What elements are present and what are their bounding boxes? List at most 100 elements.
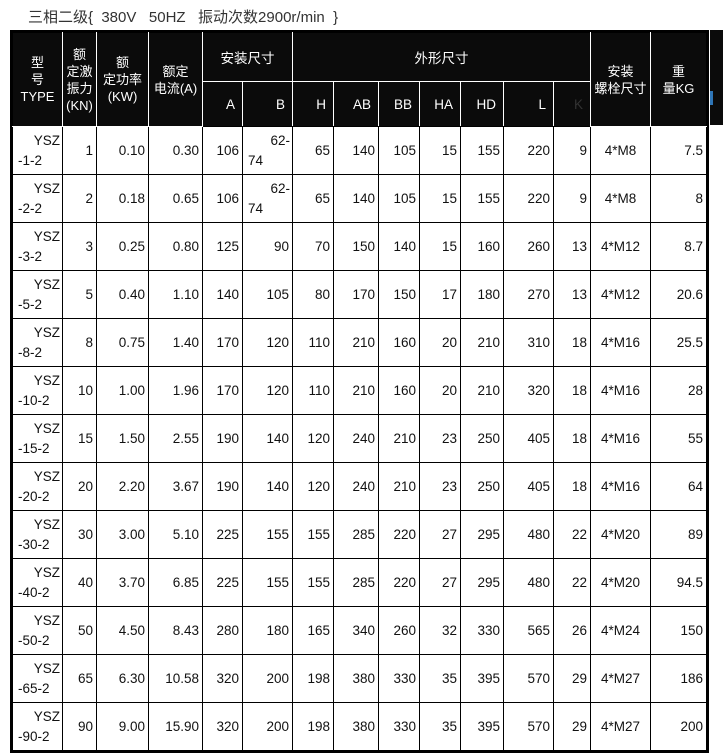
cell-a: 106 [202,174,243,223]
cell-kn: 65 [62,654,97,703]
cell-kn: 3 [62,222,97,271]
cell-hd: 295 [460,510,504,559]
cell-amp: 1.40 [148,318,203,367]
sub-header-l: L [503,81,554,127]
col-header-rated-power: 额 定功率 (KW) [96,32,149,127]
cell-bb: 330 [378,654,420,703]
cell-b: 140 [242,414,293,463]
cell-b: 140 [242,462,293,511]
spec-row: YSZ -5-2 5 0.40 1.10 140 105 80 170 150 17 180 270 13… [12,270,708,319]
cell-a: 125 [202,222,243,271]
cell-kw: 0.10 [96,126,149,175]
cell-kn: 5 [62,270,97,319]
cell-amp: 0.30 [148,126,203,175]
cell-amp: 6.85 [148,558,203,607]
cell-model: YSZ -3-2 [12,222,63,271]
cell-ab: 140 [333,174,379,223]
cell-a: 225 [202,558,243,607]
cell-ab: 150 [333,222,379,271]
cell-bolt: 4*M16 [590,318,652,367]
cell-hd: 155 [460,126,504,175]
cell-hd: 250 [460,414,504,463]
cell-model: YSZ -15-2 [12,414,63,463]
cell-kg: 20.6 [650,270,708,319]
cell-kn: 10 [62,366,97,415]
cell-amp: 8.43 [148,606,203,655]
cell-hd: 210 [460,318,504,367]
cell-hd: 295 [460,558,504,607]
cell-bb: 220 [378,510,420,559]
cell-a: 320 [202,702,243,751]
cell-kg: 8 [650,174,708,223]
cell-bb: 150 [378,270,420,319]
cell-bolt: 4*M20 [590,558,652,607]
group-header-outline-dims: 外形尺寸 [291,32,592,82]
cell-model: YSZ -90-2 [12,702,63,751]
cell-amp: 10.58 [148,654,203,703]
cell-kn: 8 [62,318,97,367]
cell-kg: 55 [650,414,708,463]
cell-kg: 8.7 [650,222,708,271]
cell-ha: 23 [419,414,461,463]
cell-bb: 140 [378,222,420,271]
cell-h: 110 [292,318,334,367]
cell-b: 90 [242,222,293,271]
cell-bb: 160 [378,318,420,367]
cell-kw: 6.30 [96,654,149,703]
cell-model: YSZ -2-2 [12,174,63,223]
cell-k: 13 [552,270,592,319]
cell-h: 110 [292,366,334,415]
cell-hd: 180 [460,270,504,319]
sub-header-ab: AB [333,81,379,127]
spec-row: YSZ -15-2 15 1.50 2.55 190 140 120 240 210 23 250 40… [12,414,708,463]
cell-model: YSZ -8-2 [12,318,63,367]
cell-model: YSZ -1-2 [12,126,63,175]
cell-model: YSZ -20-2 [12,462,63,511]
cell-b: 200 [242,654,293,703]
cell-amp: 1.10 [148,270,203,319]
cell-h: 120 [292,414,334,463]
cell-bolt: 4*M16 [590,462,652,511]
cell-kw: 1.50 [96,414,149,463]
cell-b: 180 [242,606,293,655]
cell-model: YSZ -5-2 [12,270,63,319]
cell-ha: 32 [419,606,461,655]
cell-hd: 395 [460,702,504,751]
cell-l: 220 [503,126,554,175]
cell-kg: 200 [650,702,708,751]
cell-hd: 210 [460,366,504,415]
cell-bolt: 4*M16 [590,366,652,415]
cell-h: 155 [292,558,334,607]
cell-ha: 15 [419,174,461,223]
cell-h: 65 [292,174,334,223]
cell-h: 65 [292,126,334,175]
col-header-mounting-bolt: 安装 螺栓尺寸 [590,32,652,127]
cell-hd: 395 [460,654,504,703]
cell-l: 260 [503,222,554,271]
cell-ab: 140 [333,126,379,175]
cell-k: 18 [552,414,592,463]
cell-k: 18 [552,366,592,415]
cell-b: 200 [242,702,293,751]
cell-kw: 0.40 [96,270,149,319]
sub-header-a: A [202,81,243,127]
cell-ha: 35 [419,702,461,751]
spec-row: YSZ -90-2 90 9.00 15.90 320 200 198 380 330 35 395 5… [12,702,708,751]
cell-bolt: 4*M27 [590,654,652,703]
group-header-mounting-dims: 安装尺寸 [202,32,293,82]
cell-l: 570 [503,654,554,703]
cell-kn: 40 [62,558,97,607]
cell-kw: 0.75 [96,318,149,367]
cell-kn: 2 [62,174,97,223]
cell-k: 13 [552,222,592,271]
cell-ha: 27 [419,510,461,559]
sub-header-hd: HD [460,81,504,127]
cell-bolt: 4*M8 [590,126,652,175]
spec-row: YSZ -20-2 20 2.20 3.67 190 140 120 240 210 23 250 40… [12,462,708,511]
cell-a: 140 [202,270,243,319]
cell-b: 120 [242,318,293,367]
cell-h: 165 [292,606,334,655]
page-title: 三相二级{ 380V 50HZ 振动次数2900r/min } [28,9,339,26]
spec-row: YSZ -2-2 2 0.18 0.65 106 62- 74 65 140 105 15 155 220… [12,174,708,223]
cell-ha: 15 [419,126,461,175]
